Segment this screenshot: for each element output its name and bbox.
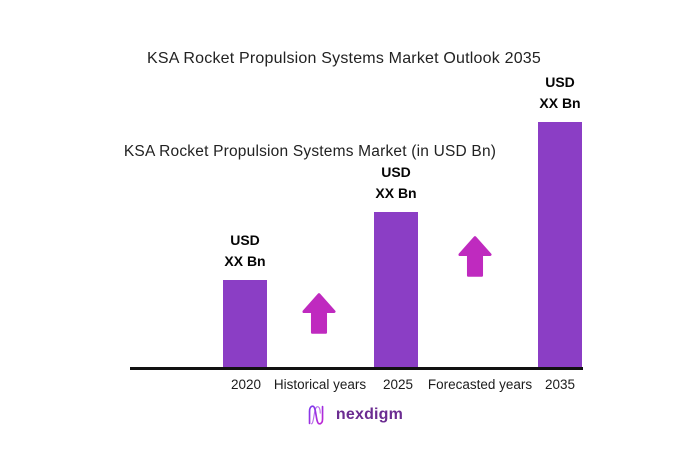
bar-value-label-2035: USD XX Bn — [539, 72, 580, 114]
x-axis-label-2020: 2020 — [230, 377, 262, 392]
value-label-currency: USD — [381, 164, 411, 180]
x-axis-label-2035: 2035 — [544, 377, 576, 392]
chart-subtitle: KSA Rocket Propulsion Systems Market (in… — [123, 143, 497, 160]
nexdigm-n-wave-icon — [305, 402, 331, 428]
growth-arrow-forecast-icon — [458, 235, 492, 278]
growth-arrow-historical-icon — [302, 292, 336, 335]
x-axis-label-2025: 2025 — [382, 377, 414, 392]
bar-value-label-2020: USD XX Bn — [224, 230, 265, 272]
bar-value-label-2025: USD XX Bn — [375, 162, 416, 204]
bar-2035 — [538, 122, 582, 368]
chart-title: KSA Rocket Propulsion Systems Market Out… — [147, 50, 541, 67]
x-axis-annotation-forecasted-years: Forecasted years — [427, 377, 533, 392]
nexdigm-wordmark: nexdigm — [335, 406, 404, 423]
bar-2025 — [374, 212, 418, 368]
value-label-amount: XX Bn — [539, 95, 581, 111]
bar-2020 — [223, 280, 267, 368]
value-label-currency: USD — [545, 74, 575, 90]
nexdigm-logo: nexdigm — [305, 402, 403, 428]
value-label-currency: USD — [230, 232, 260, 248]
bar-group-2020: USD XX Bn — [223, 230, 267, 368]
value-label-amount: XX Bn — [375, 185, 417, 201]
value-label-amount: XX Bn — [224, 253, 266, 269]
x-axis-annotation-historical-years: Historical years — [273, 377, 367, 392]
bar-group-2035: USD XX Bn — [538, 72, 582, 368]
bar-group-2025: USD XX Bn — [374, 162, 418, 368]
x-axis-line — [130, 367, 583, 370]
